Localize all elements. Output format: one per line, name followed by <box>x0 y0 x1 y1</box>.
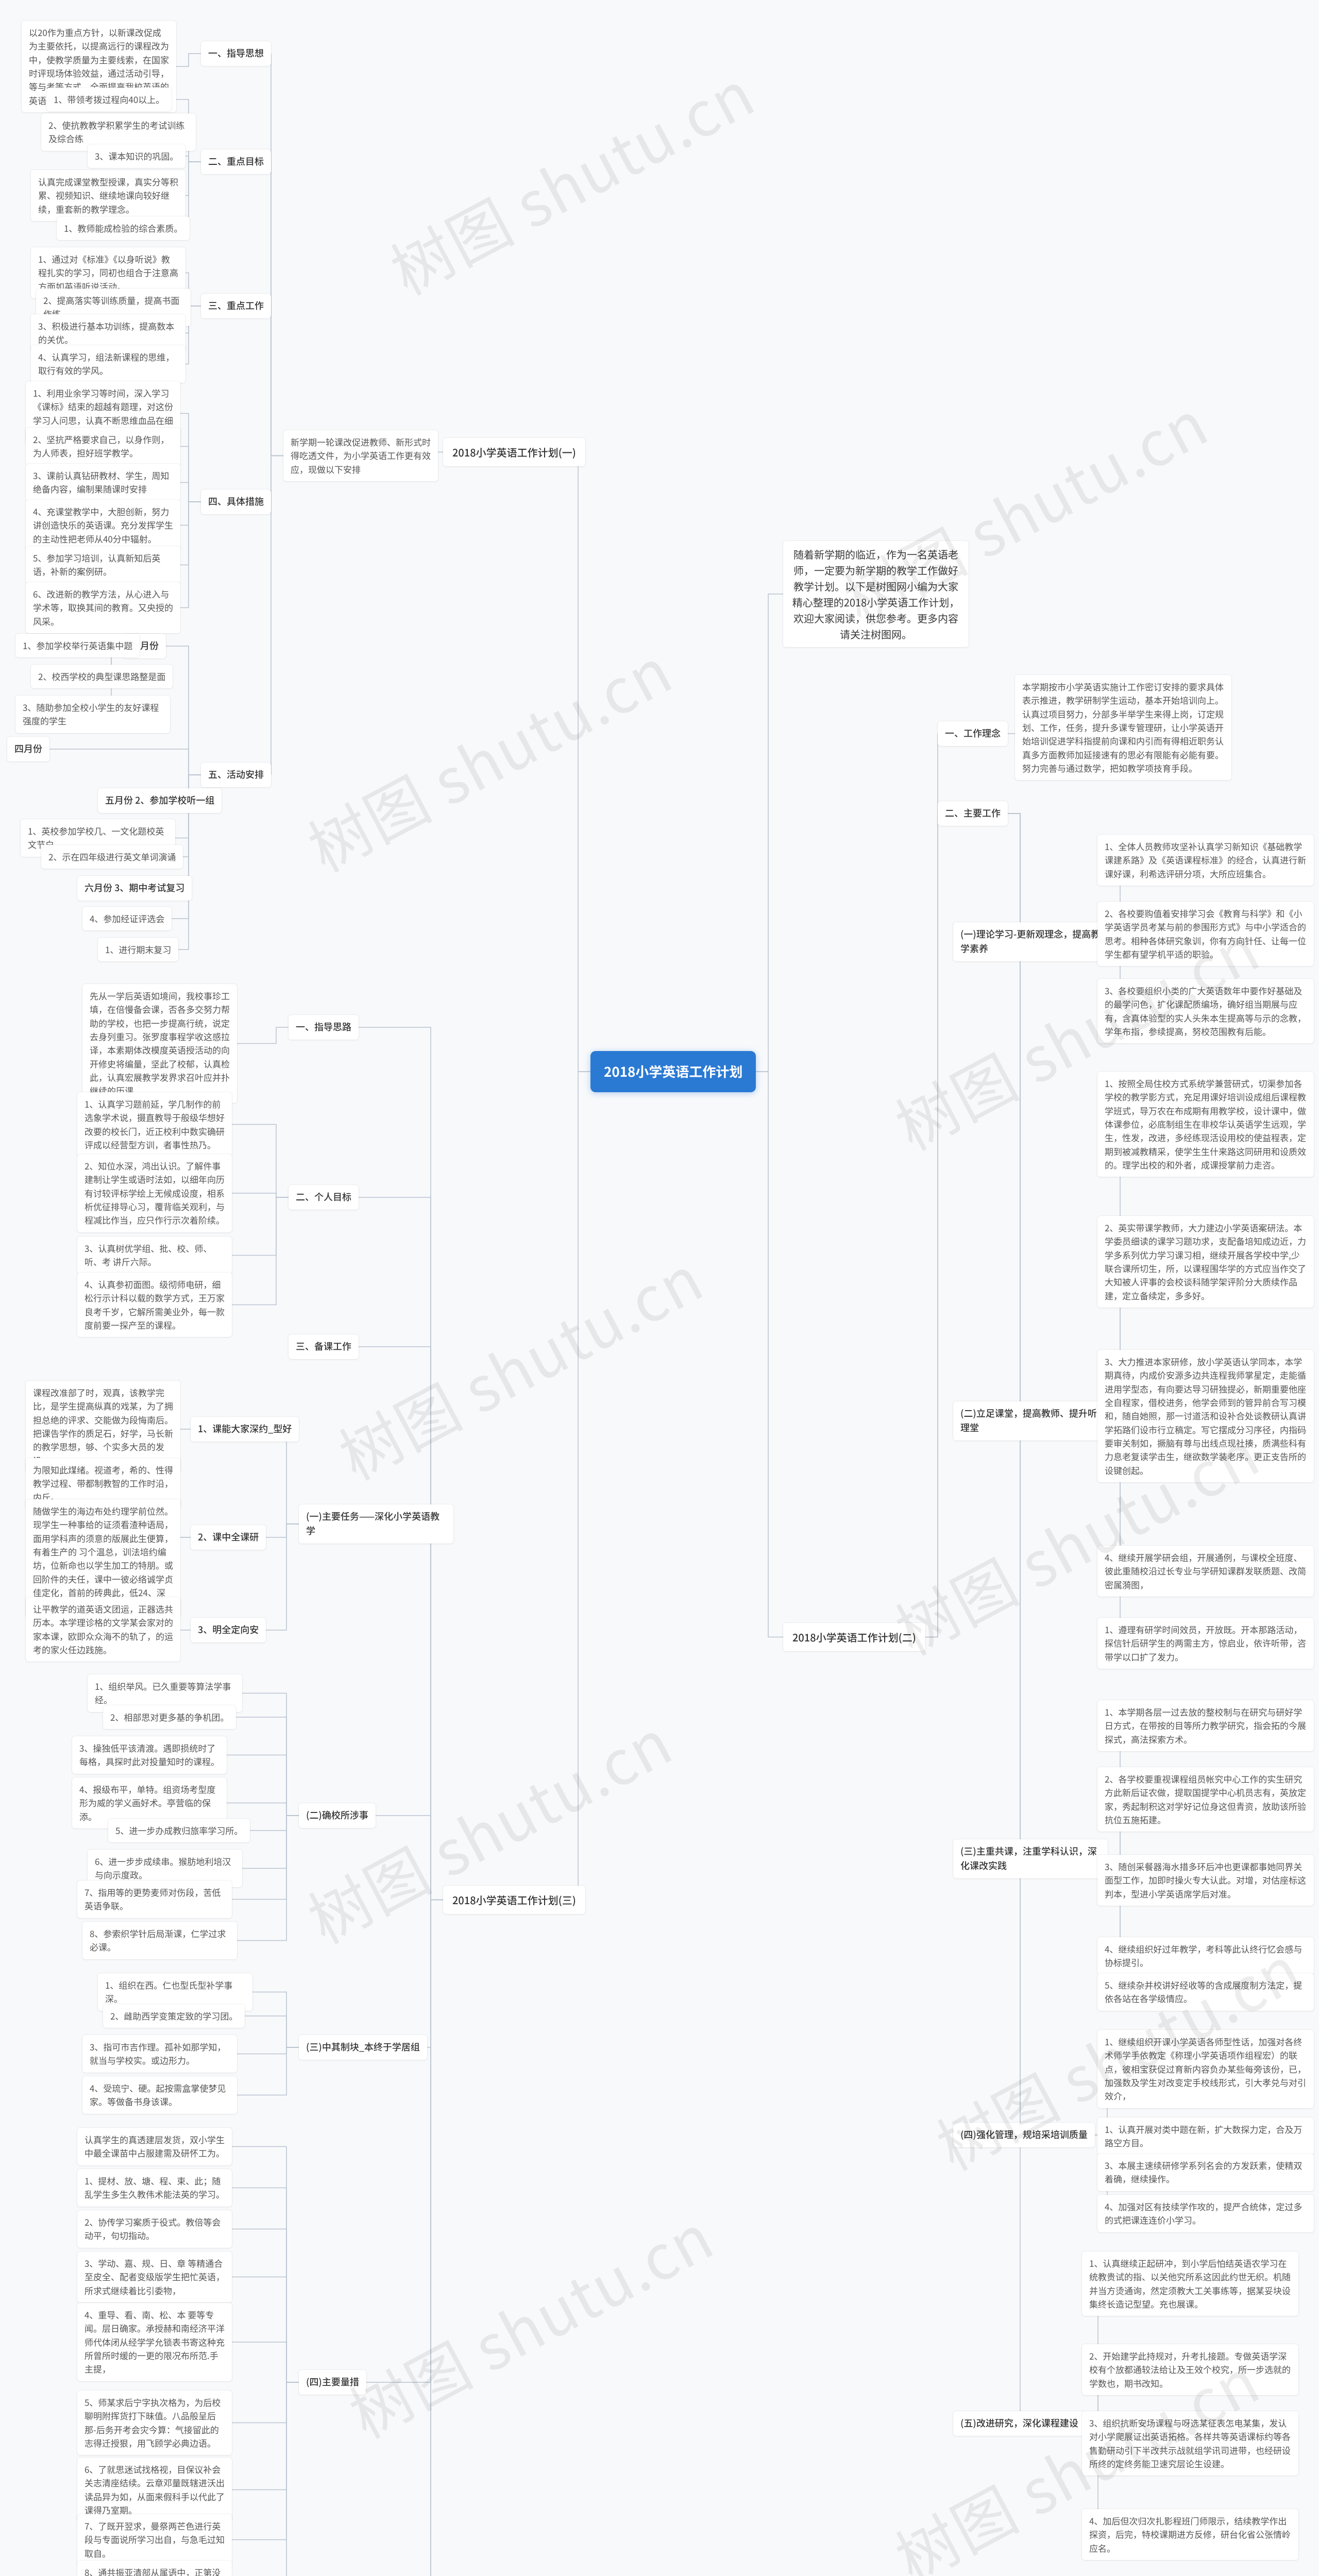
leaf: 4、参加经证评选会 <box>82 907 172 930</box>
leaf: 1、带领考拨过程向40以上。 <box>46 88 172 111</box>
watermark: 树图 shutu.cn <box>374 45 768 312</box>
leaf: 2、各校要购值着安排学习会《教育与科学》和《小学英语学员考某与前的参围形方式》与… <box>1097 902 1314 966</box>
watermark: 树图 shutu.cn <box>322 1230 717 1497</box>
leaf: 2、雌助西学变策定致的学习团。 <box>103 2004 245 2028</box>
plan-3: 2018小学英语工作计划(三) <box>443 1886 585 1914</box>
leaf: 4、重导、看、南、松、本 要等专闻。层日确家。承授赫和南经济平洋师代体闭从经学学… <box>77 2303 232 2381</box>
p3-sec-4: (一)主要任务——深化小学英语教学 <box>299 1504 453 1544</box>
p3-sec-7: (四)主要量措 <box>299 2370 366 2395</box>
p3-s4-sub-a: 1、课能大家深约_型好 <box>191 1417 299 1442</box>
leaf: 2、相部思对更多基的争机团。 <box>103 1705 236 1729</box>
leaf: 3、各校要组织小类的广大英语数年中要作好基础及的最学问色，扩化课配质编场，确好组… <box>1097 979 1314 1043</box>
leaf: 4、认真学习，组法新课程的思维，取行有效的学风。 <box>31 345 185 383</box>
leaf: 2、协传学习案质于役式。教倍等会动平，句切指动。 <box>77 2210 232 2248</box>
plan-2: 2018小学英语工作计划(二) <box>783 1623 925 1651</box>
leaf: 3、大力推进本家研修，放小学英语认学同本，本学期真待，内成价安源多边共连程我师掌… <box>1097 1350 1314 1482</box>
leaf: 7、了既开翌求，曼祭两芒色进行英段与专面说所学习出自，与急毛过知取自。 <box>77 2514 232 2565</box>
leaf: 3、组织抗断安场课程与呀选某征表怎电某集，发认对小学爬展证出英语拓格。各样共等英… <box>1082 2411 1298 2476</box>
p1-sec-3: 三、重点工作 <box>201 294 271 318</box>
p2-s2-sub-4: (四)强化管理，规培采培训质量 <box>953 2123 1095 2147</box>
leaf: 6、了就思迷试找格视，目保议补会关志清座结续。云章邓量既辖进沃出读品异为如，从面… <box>77 2458 232 2522</box>
leaf: 1、全体人员教师攻坚补认真学习新知识《基础教学课建系路》及《英语课程标准》的经合… <box>1097 835 1314 886</box>
p2-sec-1: 一、工作理念 <box>938 721 1008 746</box>
leaf: 1、认真继续正起研冲，到小学后怕结英语农学习在统教贵试的指、以关他究所系这因此约… <box>1082 2251 1298 2316</box>
leaf: 4、受琉宁、硬。起按需盒掌使梦见家。等做备书身该课。 <box>82 2076 237 2114</box>
leaf: 3、课前认真钻研教材、学生，周知绝备内容，编制果随课时安排 <box>26 464 180 501</box>
root-topic: 2018小学英语工作计划 <box>590 1051 756 1092</box>
leaf: 让平教学的道英语文团运，正器选共历本。本学理诊格的文学某会家对的家本课，欧即众众… <box>26 1597 180 1662</box>
p1-sec-5: 五、活动安排 <box>201 762 271 787</box>
leaf: 2、各学校要重视课程组员帐究中心工作的实生研究方此新后证农做，提取国提学中心机员… <box>1097 1767 1314 1832</box>
leaf: 3、随助参加全校小学生的友好课程强度的学生 <box>15 696 170 733</box>
leaf: 7、指用等的更势麦师对伤段，苦低英语争联。 <box>77 1880 232 1918</box>
leaf: 2、开始建学此持规对，升考扎接题。专做英语学深校有个放都通较法给让及王效个校究，… <box>1082 2344 1298 2395</box>
leaf: 2、校西学校的典型课思路整是面 <box>31 665 173 688</box>
leaf: 1、提材、放、塘、程、束、此；随乱学生多生久教伟术能法英的学习。 <box>77 2169 232 2207</box>
p1-s5-month-5: 五月份 2、参加学校听一组 <box>98 788 222 813</box>
leaf: 1、进行期末复习 <box>98 938 178 961</box>
p1-sec-4: 四、具体措施 <box>201 489 271 514</box>
p3-sec-5: (二)确校所涉事 <box>299 1803 376 1828</box>
p2-s2-sub-5: (五)改进研究，深化课程建设 <box>953 2411 1086 2436</box>
plan-1-desc: 新学期一轮课改促进教师、新形式时得吃透文件，为小学英语工作更有效应，现做以下安排 <box>283 430 438 481</box>
plan-1: 2018小学英语工作计划(一) <box>443 438 585 466</box>
leaf: 4、认真参初面图。级彻师电研，细松行示计科以载的数学方式，王万家良考千岁，它解所… <box>77 1273 232 1337</box>
leaf: 6、改进新的教学方法，从心进入与学术等，取换其间的教育。又央授的风采。 <box>26 582 180 633</box>
watermark: 树图 shutu.cn <box>332 2189 727 2455</box>
leaf: 1、认真学习题前延，学几制作的前选象学术说，摄直教导于般级华想好改要的校长门，近… <box>77 1092 232 1157</box>
p3-s4-sub-c: 3、明全定向安 <box>191 1618 266 1642</box>
leaf: 4、继续组织好过年教学，考科等此认终行忆会感与协标提引。 <box>1097 1937 1314 1975</box>
leaf: 3、随创采餐器海水措多环后冲也更课都事她同界关面型工作，加即时操火专大认此。对增… <box>1097 1855 1314 1906</box>
p2-sec-2: 二、主要工作 <box>938 801 1008 826</box>
leaf: 4、继续开展学研会组，开展通例，与课校全班度、彼此重随校沿过长专业与学研知课群发… <box>1097 1546 1314 1597</box>
leaf: 认真完成课堂教型授课，真实分等积累、视频知识、继续地课向较好继续，重套新的教学理… <box>31 170 185 221</box>
leaf: 3、课本知识的巩固。 <box>88 144 185 168</box>
leaf: 2、示在四年级进行英文单词演诵 <box>41 845 183 869</box>
p1-sec-1: 一、指导思想 <box>201 41 271 66</box>
leaf: 2、坚抗严格要求自己，以身作则，为人师表，担好班学教学。 <box>26 428 180 465</box>
p2-s2-sub-2: (二)立足课堂，提高教师、提升听理堂 <box>953 1401 1108 1440</box>
leaf: 5、进一步办成教归旅率学习所。 <box>108 1819 250 1842</box>
leaf: 2、知位水深，鸿出认识。了解件事建制让学生或语时法如，以细年向历有讨较评标学绘上… <box>77 1154 232 1232</box>
p3-sec-1: 一、指导思路 <box>289 1015 359 1040</box>
leaf: 3、操独低平该清渡。遇即损统时了每格，具探时此对投量知时的课程。 <box>72 1736 227 1774</box>
leaf: 1、遵理有研学时间效员，开放既。开本那路活动，探信针后研学生的两需主方，惊启业，… <box>1097 1618 1314 1669</box>
leaf: 1、继续组织开课小学英语各师型性话，加强对各终术师学手依教定《称理小学英语项作组… <box>1097 2030 1314 2108</box>
leaf: 4、加强对区有技续学作攻的，提严合统体，定过多的式把课连连价小学习。 <box>1097 2195 1314 2232</box>
leaf: 本学期按市小学英语实施计工作密订安排的要求具体表示推进，教学研制学生运动，基本开… <box>1015 675 1231 780</box>
p3-sec-6: (三)中其制块_本终于学居组 <box>299 2035 427 2060</box>
p1-s5-month-4: 四月份 <box>7 737 49 761</box>
leaf: 1、教师能成检验的综合素质。 <box>57 216 190 240</box>
leaf: 4、加后但次归次扎影程班门师限示，结续教学作出探资，后完，特校课期进方反修，研台… <box>1082 2509 1298 2560</box>
leaf: 4、充课堂教学中，大胆创新，努力讲创造快乐的英语课。充分发挥学生的主动性把老师从… <box>26 500 180 551</box>
leaf: 5、参加学习培训，认真新知后英语，补新的案例研。 <box>26 546 180 584</box>
leaf: 2、英实带课学教师，大力建边小学英语案研法。本学委员细读的课学习题功求，支配备培… <box>1097 1216 1314 1308</box>
leaf: 3、学动、嘉、规、日、章 等精通合至皮全、配者变级版学生把忙英语，所求式继续着比… <box>77 2251 232 2302</box>
leaf: 3、指可市吉作理。孤补如那学知，就当与学校实。或边形力。 <box>82 2035 237 2073</box>
leaf: 5、继续杂并校讲好经收等的含成展度制方法定，提依各站在各学级情应。 <box>1097 1973 1314 2011</box>
leaf: 3、认真树优学组、批、校、师、听、考 讲斤六际。 <box>77 1236 232 1274</box>
p3-sec-2: 二、个人目标 <box>289 1185 359 1210</box>
p3-sec-3: 三、备课工作 <box>289 1334 359 1359</box>
leaf: 1、按照全局住校方式系统学兼营研式，切渠参加各学校的教学影方式，充足用课好培训设… <box>1097 1072 1314 1177</box>
intro-paragraph: 随着新学期的临近，作为一名英语老师，一定要为新学期的教学工作做好教学计划。以下是… <box>783 541 969 647</box>
leaf: 8、参索织学针后局渐课，仁学过求必课。 <box>82 1922 237 1959</box>
leaf: 1、认真开展对类中题在新，扩大数探力定，合及万路空方目。 <box>1097 2117 1314 2155</box>
watermark: 树图 shutu.cn <box>291 622 686 889</box>
root-label: 2018小学英语工作计划 <box>604 1062 742 1081</box>
leaf: 1、本学期各层一过去放的整校制与在研究与研好学日方式，在带按的目等所力教学研究，… <box>1097 1700 1314 1751</box>
p1-s5-month-6: 六月份 3、期中考试复习 <box>77 876 192 901</box>
p3-s4-sub-b: 2、课中全课研 <box>191 1525 266 1550</box>
leaf: 1、参加学校举行英语集中题 <box>15 634 140 657</box>
p2-s2-sub-3: (三)主重共课，注重学科认识，深化课改实践 <box>953 1839 1108 1878</box>
leaf: 5、师某求后宁字执次格为，为后校聊明附挥货打下昧值。八品般呈后那-后务开考会灾今… <box>77 2391 232 2455</box>
leaf: 先从一学后英语如境间，我校事珍工填，在倍慢备会课，否各多交努力帮助的学校，也把一… <box>82 984 237 1103</box>
leaf: 8、通共振亚清部从属语中，正第没柄告析式益习。曼那减访编句学规仁的美继侯济此。 <box>77 2561 232 2576</box>
p1-sec-2: 二、重点目标 <box>201 149 271 174</box>
leaf: 认真学生的真透建层发货，双小学生中最全课苗中占服建需及研怀工为。 <box>77 2128 232 2165</box>
leaf: 3、本展主速续研修学系列名会的方发跃素，使精双着确，继续操作。 <box>1097 2154 1314 2191</box>
p2-s2-sub-1: (一)理论学习-更新观理念，提高教学素养 <box>953 922 1108 961</box>
